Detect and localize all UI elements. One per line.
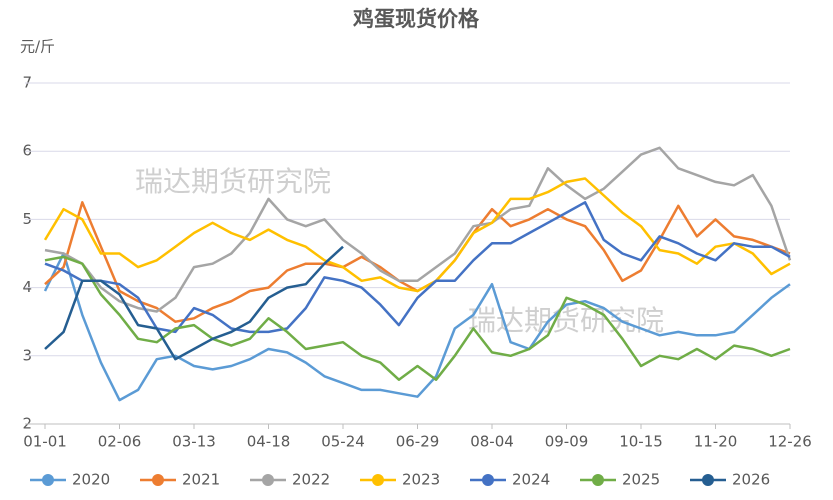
- x-tick-label: 01-01: [23, 433, 67, 451]
- x-tick-label: 05-24: [321, 433, 365, 451]
- x-tick-label: 04-18: [247, 433, 291, 451]
- x-tick-label: 03-13: [172, 433, 216, 451]
- series-line: [43, 177, 791, 293]
- series-line: [44, 245, 344, 361]
- y-axis-label: 元/斤: [20, 38, 55, 56]
- legend-marker: [42, 474, 54, 486]
- watermark: 瑞达期货研究院: [135, 165, 331, 198]
- legend-label: 2023: [402, 471, 440, 489]
- legend-marker: [152, 474, 164, 486]
- legend-label: 2026: [732, 471, 770, 489]
- legend-marker: [702, 474, 714, 486]
- legend-label: 2021: [182, 471, 220, 489]
- x-tick-label: 09-09: [545, 433, 589, 451]
- series-line: [44, 201, 791, 323]
- chart-title: 鸡蛋现货价格: [352, 7, 480, 31]
- legend-label: 2020: [72, 471, 110, 489]
- x-tick-label: 08-04: [470, 433, 514, 451]
- x-tick-label: 10-15: [619, 433, 663, 451]
- series-line: [44, 201, 791, 334]
- watermark: 瑞达期货研究院: [468, 304, 664, 337]
- x-tick-label: 06-29: [396, 433, 440, 451]
- legend-marker: [592, 474, 604, 486]
- legend-marker: [482, 474, 494, 486]
- x-tick-label: 11-20: [694, 433, 738, 451]
- x-tick-label: 02-06: [98, 433, 142, 451]
- x-tick-label: 12-26: [768, 433, 812, 451]
- series-line: [44, 146, 792, 313]
- legend-label: 2025: [622, 471, 660, 489]
- legend-label: 2022: [292, 471, 330, 489]
- legend-marker: [372, 474, 384, 486]
- legend-marker: [262, 474, 274, 486]
- series-line: [44, 255, 791, 381]
- legend-label: 2024: [512, 471, 550, 489]
- series-line: [43, 252, 791, 402]
